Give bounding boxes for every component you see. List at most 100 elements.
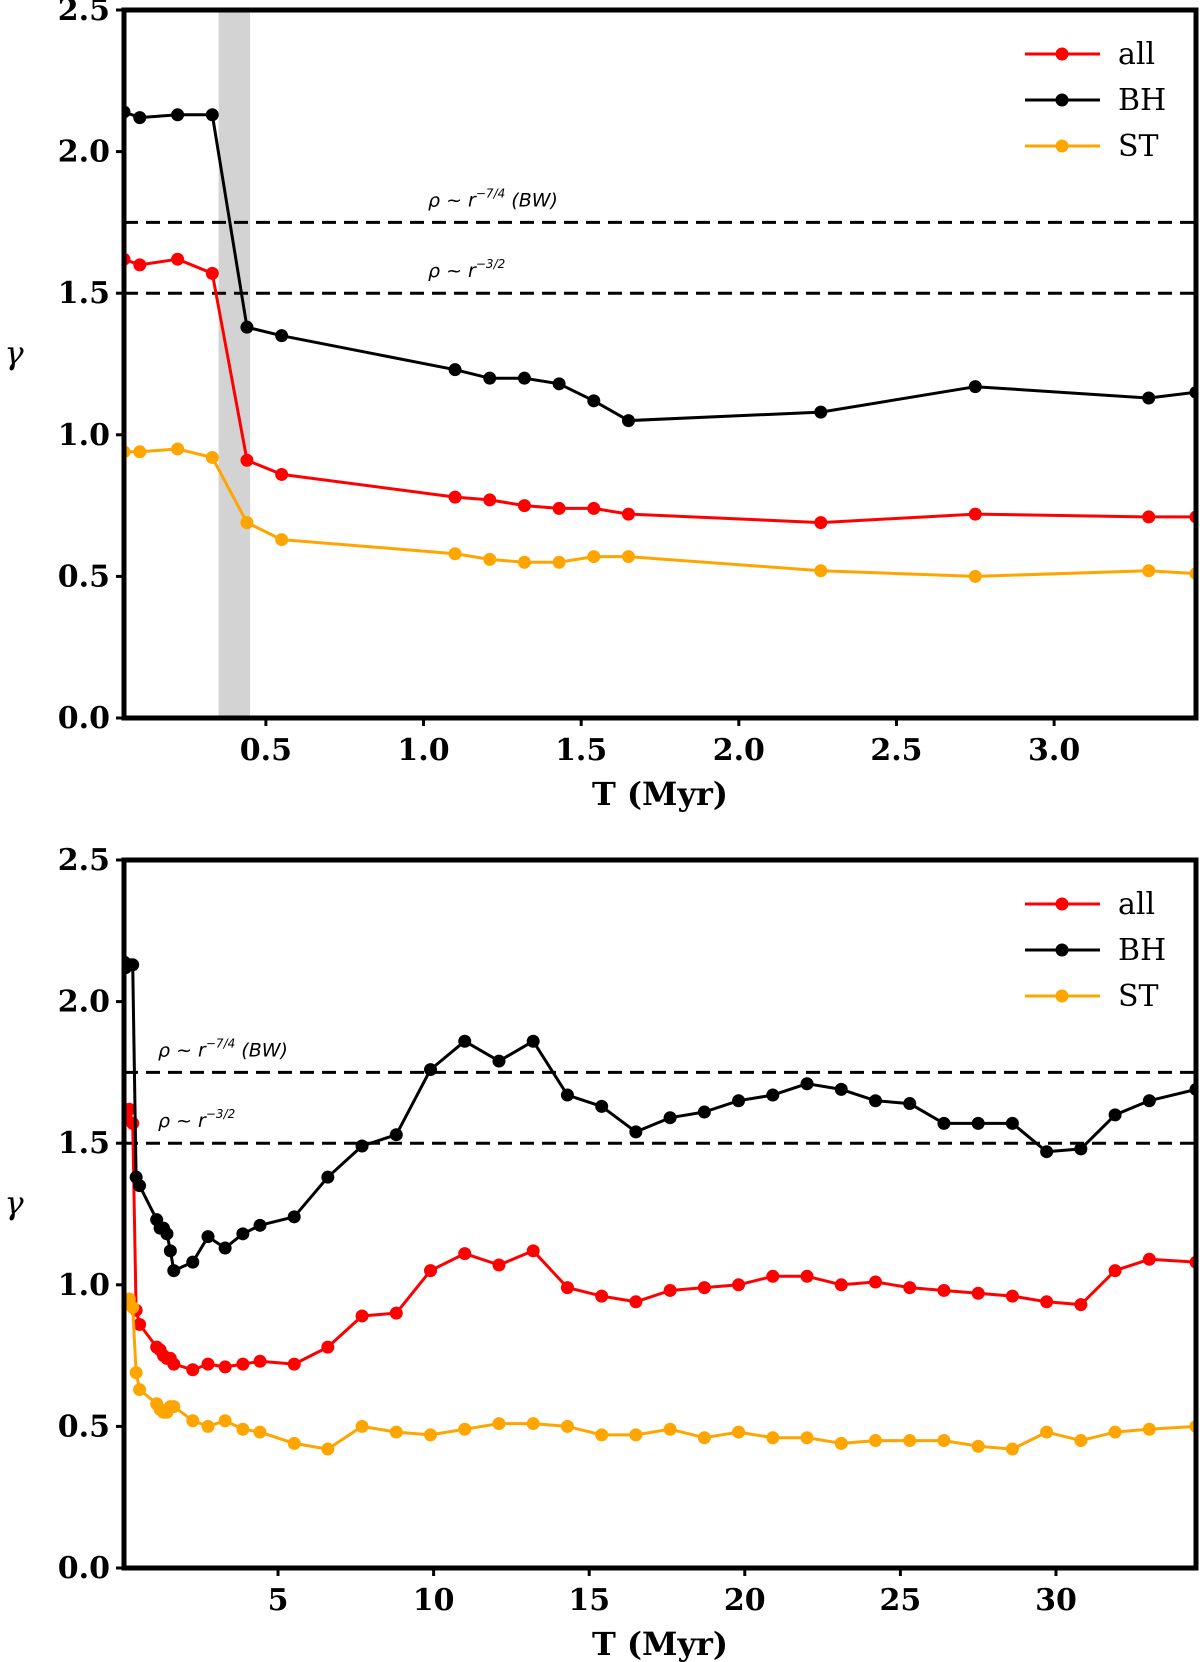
legend-marker-ST [1055,139,1069,153]
data-point-BH [167,1264,181,1278]
data-point-BH [201,1230,215,1244]
data-point-ST [868,1434,882,1448]
x-tick-label: 20 [724,1583,766,1618]
data-point-ST [448,547,462,561]
series-line-ST [124,447,1196,578]
data-point-BH [1142,391,1156,405]
data-point-ST [560,1419,574,1433]
data-point-ST [492,1417,506,1431]
data-point-all [587,501,601,515]
data-point-ST [526,1417,540,1431]
x-tick-label: 0.5 [240,733,292,768]
y-tick-label: 2.5 [58,843,110,878]
data-point-all [526,1244,540,1258]
data-point-all [560,1281,574,1295]
axes-frame [121,857,1199,1571]
data-point-all [868,1275,882,1289]
data-point-BH [163,1244,177,1258]
data-point-all [621,507,635,521]
data-point-all [1108,1264,1122,1278]
data-point-ST [937,1434,951,1448]
data-point-ST [218,1414,232,1428]
data-point-all [517,499,531,513]
data-point-all [663,1283,677,1297]
data-point-ST [275,533,289,547]
legend-label-all: all [1118,37,1155,72]
data-point-ST [167,1400,181,1414]
data-point-ST [595,1428,609,1442]
data-point-ST [968,569,982,583]
legend-label-ST: ST [1118,129,1159,164]
data-point-ST [424,1428,438,1442]
data-point-ST [629,1428,643,1442]
legend-label-ST: ST [1118,979,1159,1014]
y-tick-label: 1.5 [58,276,110,311]
data-point-BH [218,1241,232,1255]
data-point-all [133,258,147,272]
x-tick-label: 25 [880,1583,922,1618]
reference-line-label: ρ ~ r−7/4 (BW) [428,186,558,211]
x-tick-label: 3.0 [1028,733,1080,768]
y-tick-label: 0.5 [58,1409,110,1444]
chart-panel-2: ρ ~ r−7/4 (BW) ρ ~ r−3/2 0.0 0.5 1.0 1.5 2.0 2.… [4,843,1199,1662]
data-point-BH [834,1082,848,1096]
y-tick-label: 1.5 [58,1126,110,1161]
data-point-ST [483,552,497,566]
data-point-all [814,516,828,530]
data-point-BH [205,108,219,122]
data-point-all [389,1306,403,1320]
data-point-BH [968,380,982,394]
reference-line-label: ρ ~ r−3/2 [428,257,505,282]
data-point-all [552,501,566,515]
y-axis-label: γ [4,1184,24,1222]
data-point-ST [732,1425,746,1439]
data-point-BH [321,1170,335,1184]
data-point-all [1040,1295,1054,1309]
x-tick-label: 5 [268,1583,289,1618]
axes-frame [121,7,1199,721]
data-point-BH [587,394,601,408]
data-point-all [629,1295,643,1309]
data-point-all [275,467,289,481]
data-point-ST [1142,564,1156,578]
data-point-ST [201,1419,215,1433]
data-point-ST [129,1366,143,1380]
legend-label-BH: BH [1118,933,1166,968]
data-point-BH [621,414,635,428]
data-point-BH [766,1088,780,1102]
legend-marker-BH [1055,943,1069,957]
y-tick-label: 2.0 [58,135,110,170]
data-point-all [287,1357,301,1371]
data-point-all [448,490,462,504]
legend-label-BH: BH [1118,83,1166,118]
data-point-BH [448,363,462,377]
data-point-ST [971,1439,985,1453]
data-point-all [1005,1289,1019,1303]
data-point-BH [389,1128,403,1142]
data-point-all [240,453,254,467]
data-point-BH [275,329,289,343]
data-point-all [766,1269,780,1283]
data-point-all [834,1278,848,1292]
series-line-BH [124,961,1196,1273]
data-point-ST [1108,1425,1122,1439]
chart-panel-1: ρ ~ r−7/4 (BW) ρ ~ r−3/2 0.0 0.5 1.0 1.5 2.0 2.… [4,0,1199,813]
data-point-BH [483,371,497,385]
data-point-ST [552,555,566,569]
data-point-BH [355,1139,369,1153]
data-point-ST [321,1442,335,1456]
x-tick-label: 2.5 [870,733,922,768]
series-line-BH [124,110,1196,423]
x-tick-label: 30 [1035,1583,1077,1618]
data-point-BH [1108,1108,1122,1122]
data-point-ST [1142,1422,1156,1436]
data-point-all [1142,1252,1156,1266]
data-point-BH [133,111,147,125]
legend-marker-ST [1055,989,1069,1003]
data-point-all [595,1289,609,1303]
data-point-all [201,1357,215,1371]
data-point-BH [424,1063,438,1077]
data-point-BH [458,1034,472,1048]
data-point-all [732,1278,746,1292]
data-point-ST [240,516,254,530]
